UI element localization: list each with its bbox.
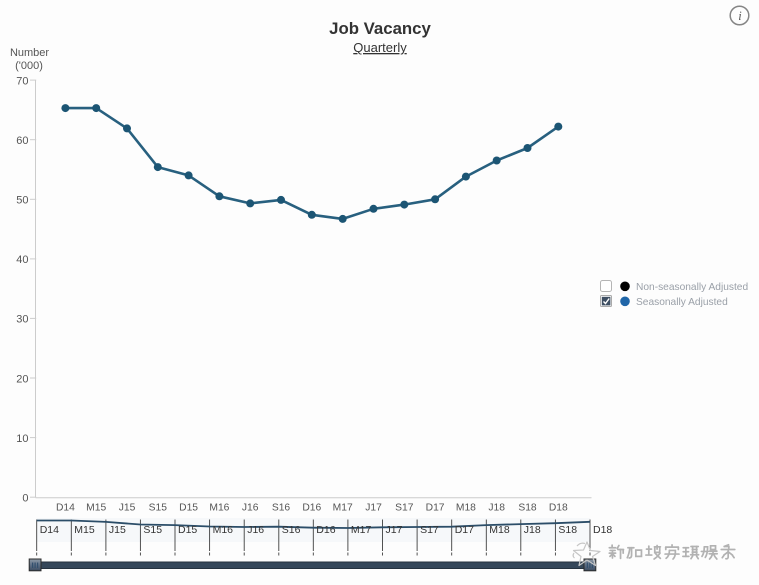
svg-text:10: 10 bbox=[16, 433, 28, 445]
svg-text:J15: J15 bbox=[119, 503, 136, 514]
svg-text:40: 40 bbox=[16, 254, 28, 266]
svg-text:D17: D17 bbox=[426, 503, 445, 514]
svg-text:J18: J18 bbox=[524, 524, 541, 536]
svg-text:D18: D18 bbox=[593, 524, 612, 536]
svg-text:Seasonally Adjusted: Seasonally Adjusted bbox=[636, 297, 728, 308]
svg-text:S17: S17 bbox=[395, 503, 414, 514]
svg-text:D16: D16 bbox=[316, 524, 335, 536]
svg-text:D15: D15 bbox=[178, 524, 197, 536]
svg-text:M16: M16 bbox=[213, 524, 234, 536]
svg-text:60: 60 bbox=[16, 135, 28, 147]
svg-text:30: 30 bbox=[16, 314, 28, 326]
svg-text:M18: M18 bbox=[489, 524, 510, 536]
svg-text:M18: M18 bbox=[456, 503, 476, 514]
svg-text:M16: M16 bbox=[209, 503, 229, 514]
svg-text:50: 50 bbox=[16, 195, 28, 207]
svg-text:D17: D17 bbox=[455, 524, 474, 536]
svg-text:i: i bbox=[738, 9, 742, 23]
svg-text:D16: D16 bbox=[302, 503, 321, 514]
svg-text:J16: J16 bbox=[242, 503, 259, 514]
svg-text:S16: S16 bbox=[282, 524, 301, 536]
svg-text:S15: S15 bbox=[149, 503, 168, 514]
svg-text:70: 70 bbox=[16, 75, 28, 87]
svg-text:J17: J17 bbox=[386, 524, 403, 536]
svg-text:('000): ('000) bbox=[15, 60, 43, 72]
svg-text:Non-seasonally Adjusted: Non-seasonally Adjusted bbox=[636, 282, 748, 293]
svg-text:J17: J17 bbox=[365, 503, 382, 514]
svg-text:S17: S17 bbox=[420, 524, 439, 536]
svg-text:D14: D14 bbox=[40, 524, 59, 536]
svg-text:0: 0 bbox=[22, 493, 28, 505]
svg-text:M17: M17 bbox=[351, 524, 372, 536]
svg-text:M15: M15 bbox=[86, 503, 106, 514]
svg-text:20: 20 bbox=[16, 373, 28, 385]
svg-text:M15: M15 bbox=[74, 524, 95, 536]
svg-text:D18: D18 bbox=[549, 503, 568, 514]
svg-text:M17: M17 bbox=[333, 503, 353, 514]
svg-text:S18: S18 bbox=[518, 503, 537, 514]
svg-text:Quarterly: Quarterly bbox=[353, 40, 407, 55]
svg-text:Job Vacancy: Job Vacancy bbox=[329, 19, 431, 38]
svg-text:Number: Number bbox=[10, 47, 49, 59]
svg-text:S16: S16 bbox=[272, 503, 291, 514]
svg-text:D14: D14 bbox=[56, 503, 75, 514]
svg-text:D15: D15 bbox=[179, 503, 198, 514]
svg-text:J18: J18 bbox=[488, 503, 505, 514]
svg-text:S15: S15 bbox=[143, 524, 162, 536]
svg-text:J15: J15 bbox=[109, 524, 126, 536]
svg-text:J16: J16 bbox=[247, 524, 264, 536]
svg-text:S18: S18 bbox=[558, 524, 577, 536]
